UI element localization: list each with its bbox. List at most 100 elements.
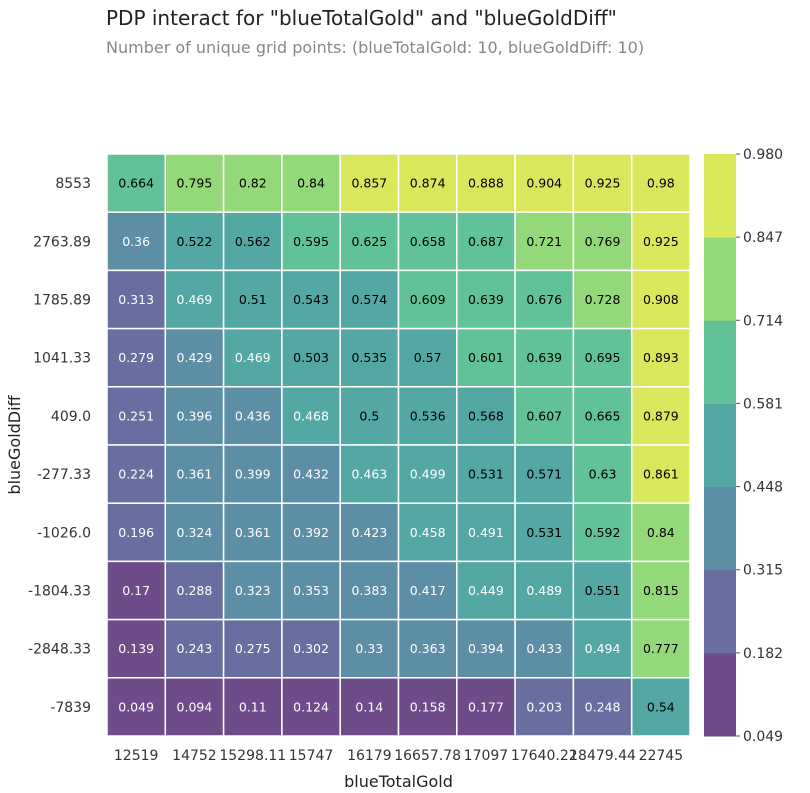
cell-value-label: 0.531: [468, 467, 504, 482]
y-tick-labels: 8553 2763.89 1785.89 1041.33 409.0 -277.33 -10…: [28, 176, 91, 716]
cell-value-label: 0.11: [239, 699, 267, 714]
cell-value-label: 0.049: [118, 699, 154, 714]
heatmap-cell: [397, 618, 458, 679]
x-tick-label: 17097: [464, 748, 509, 764]
heatmap-cell: [397, 386, 458, 446]
cell-value-label: 0.861: [643, 467, 679, 482]
cell-value-label: 0.592: [585, 525, 621, 540]
heatmap-cell: [222, 560, 283, 621]
heatmap-cell: [281, 502, 341, 563]
cell-value-label: 0.815: [643, 583, 679, 598]
heatmap-cell: [339, 677, 400, 737]
cell-value-label: 0.503: [293, 350, 329, 365]
cell-value-label: 0.458: [410, 525, 446, 540]
y-tick-label: 8553: [55, 176, 91, 192]
cell-value-label: 0.639: [526, 350, 562, 365]
heatmap-cell: [630, 386, 691, 446]
cell-value-label: 0.436: [235, 408, 271, 423]
cell-value-label: 0.432: [293, 467, 329, 482]
cell-value-label: 0.888: [468, 176, 504, 191]
heatmap-cell: [222, 327, 283, 388]
heatmap-cell: [456, 211, 516, 272]
cell-value-label: 0.094: [177, 699, 213, 714]
cell-value-label: 0.728: [585, 292, 621, 307]
heatmap-cell: [164, 502, 225, 563]
cell-value-label: 0.925: [643, 234, 679, 249]
x-tick-label: 15298.11: [219, 748, 286, 764]
colorbar-segment: [704, 403, 736, 488]
heatmap-cell: [572, 677, 633, 737]
cell-value-label: 0.353: [293, 583, 329, 598]
y-tick-label: 2763.89: [33, 234, 91, 250]
cell-value-label: 0.275: [235, 641, 271, 656]
y-tick-label: -277.33: [37, 467, 91, 483]
cell-value-label: 0.84: [297, 176, 325, 191]
x-tick-label: 15747: [289, 748, 334, 764]
heatmap-cell: [456, 327, 516, 388]
heatmap-cell: [514, 502, 575, 563]
x-tick-label: 14752: [172, 748, 217, 764]
heatmap-cell: [339, 560, 400, 621]
heatmap-cell: [630, 153, 691, 213]
cell-value-label: 0.568: [468, 408, 504, 423]
colorbar-tick-label: 0.182: [743, 646, 783, 662]
heatmap-cell: [164, 211, 225, 272]
heatmap-cell: [397, 211, 458, 272]
heatmap-cell: [514, 269, 575, 330]
heatmap-cell: [339, 327, 400, 388]
heatmap-cell: [456, 269, 516, 330]
y-axis-label: blueGoldDiff: [5, 394, 24, 494]
cell-value-label: 0.243: [177, 641, 213, 656]
cell-value-label: 0.536: [410, 408, 446, 423]
heatmap-cell: [106, 327, 167, 388]
heatmap-cell: [397, 560, 458, 621]
heatmap-cell: [630, 211, 691, 272]
cell-value-label: 0.463: [351, 467, 387, 482]
colorbar-segment: [704, 569, 736, 654]
heatmap-cell: [281, 560, 341, 621]
cell-value-label: 0.609: [410, 292, 446, 307]
colorbar-tick-label: 0.847: [743, 230, 783, 246]
cell-value-label: 0.396: [177, 408, 213, 423]
cell-value-label: 0.676: [526, 292, 562, 307]
heatmap-cell: [397, 269, 458, 330]
cell-value-label: 0.124: [293, 699, 329, 714]
heatmap-cell: [339, 269, 400, 330]
cell-value-label: 0.639: [468, 292, 504, 307]
heatmap-cell: [630, 269, 691, 330]
heatmap-cell: [281, 677, 341, 737]
cell-value-label: 0.658: [410, 234, 446, 249]
colorbar-tick-label: 0.448: [743, 480, 783, 496]
y-tick-label: 409.0: [51, 409, 91, 425]
cell-value-label: 0.664: [118, 176, 154, 191]
colorbar-tick-label: 0.315: [743, 563, 783, 579]
cell-value-label: 0.248: [585, 699, 621, 714]
cell-value-label: 0.531: [526, 525, 562, 540]
cell-value-label: 0.449: [468, 583, 504, 598]
cell-value-label: 0.562: [235, 234, 271, 249]
heatmap-cell: [572, 153, 633, 213]
y-tick-label: 1785.89: [33, 293, 91, 309]
y-tick-label: -2848.33: [28, 642, 91, 658]
cell-value-label: 0.551: [585, 583, 621, 598]
heatmap-cell: [106, 153, 167, 213]
cell-value-label: 0.469: [177, 292, 213, 307]
heatmap-cell: [397, 444, 458, 504]
heatmap-cell: [339, 502, 400, 563]
cell-value-label: 0.84: [647, 525, 675, 540]
cell-value-label: 0.423: [351, 525, 387, 540]
heatmap-cell: [630, 502, 691, 563]
cell-value-label: 0.908: [643, 292, 679, 307]
cell-value-label: 0.665: [585, 408, 621, 423]
cell-value-label: 0.601: [468, 350, 504, 365]
cell-value-label: 0.54: [647, 699, 675, 714]
heatmap-cell: [164, 560, 225, 621]
x-axis-label: blueTotalGold: [344, 772, 453, 791]
cell-value-label: 0.429: [177, 350, 213, 365]
cell-value-label: 0.925: [585, 176, 621, 191]
chart-subtitle: Number of unique grid points: (blueTotal…: [106, 38, 645, 57]
cell-value-label: 0.857: [351, 176, 387, 191]
cell-value-label: 0.63: [589, 467, 617, 482]
heatmap-cell: [514, 153, 575, 213]
cell-value-label: 0.721: [526, 234, 562, 249]
